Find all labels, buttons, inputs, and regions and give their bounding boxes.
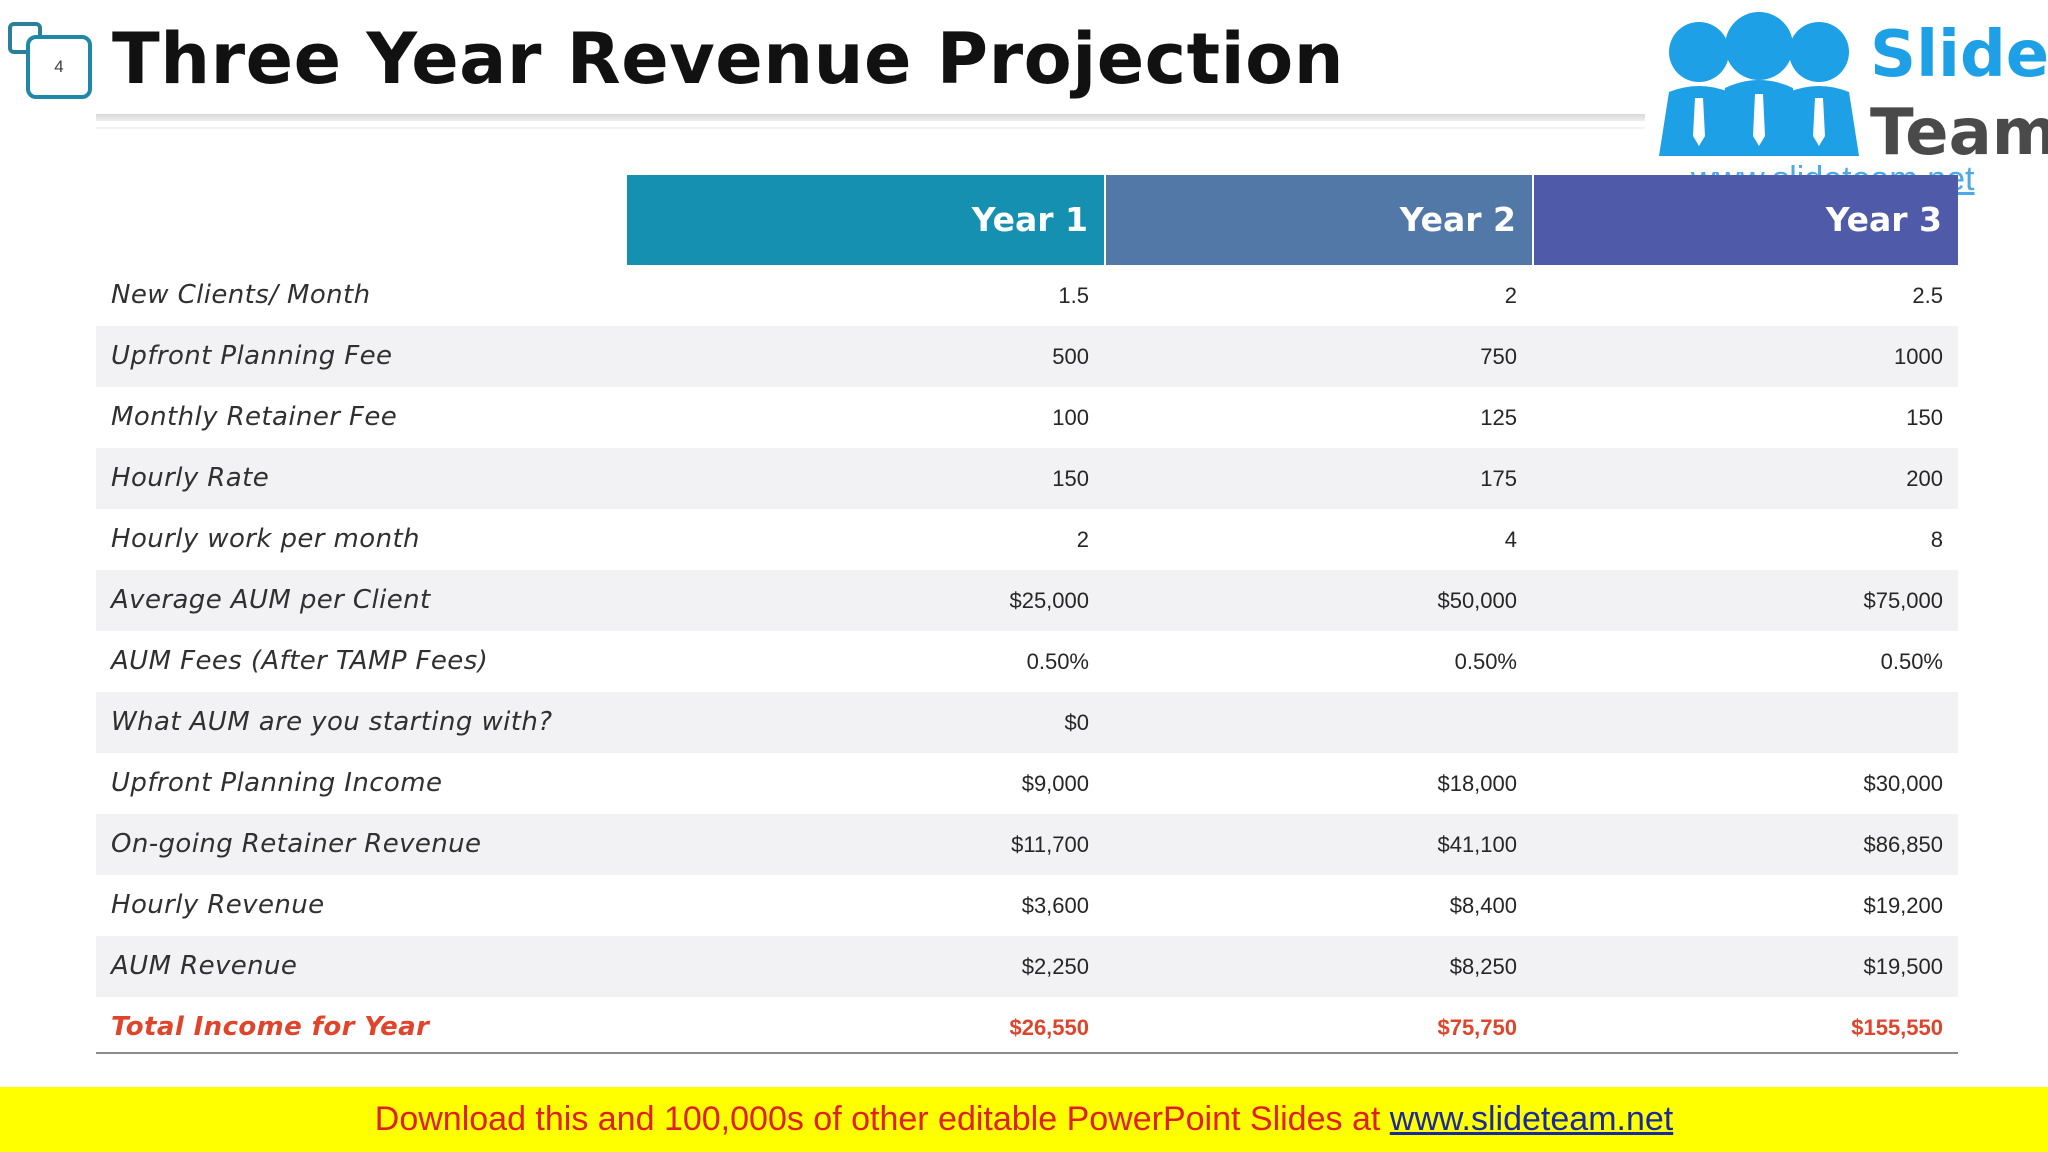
cell-year-3: 0.50%	[1880, 649, 1943, 674]
people-icon	[1659, 12, 1859, 156]
cell-year-2: $8,250	[1449, 954, 1517, 979]
table-row: What AUM are you starting with? $0	[96, 692, 1958, 753]
cell-year-1: $0	[1064, 710, 1089, 735]
total-row: Total Income for Year $26,550 $75,750 $1…	[96, 997, 1958, 1058]
cell-year-2: 4	[1504, 527, 1517, 552]
row-label: On-going Retainer Revenue	[111, 829, 482, 859]
header-year-2: Year 2	[1106, 175, 1532, 265]
download-banner: Download this and 100,000s of other edit…	[0, 1087, 2048, 1152]
cell-year-2: $41,100	[1437, 832, 1517, 857]
header-year-3: Year 3	[1534, 175, 1958, 265]
slide-number-frame	[26, 35, 92, 99]
row-label: What AUM are you starting with?	[111, 707, 553, 737]
banner-link[interactable]: www.slideteam.net	[1389, 1100, 1674, 1138]
header-year-1: Year 1	[627, 175, 1104, 265]
logo-word-team: Team	[1870, 96, 2048, 170]
row-label: Upfront Planning Income	[111, 768, 443, 798]
table-row: Monthly Retainer Fee 100 125 150	[96, 387, 1958, 448]
revenue-table: Year 1 Year 2 Year 3 New Clients/ Month …	[96, 175, 1958, 1058]
cell-year-2: 175	[1480, 466, 1517, 491]
cell-year-2: 2	[1504, 283, 1517, 308]
table-row: Hourly work per month 2 4 8	[96, 509, 1958, 570]
cell-year-2: $8,400	[1449, 893, 1517, 918]
total-year-1: $26,550	[1009, 1015, 1089, 1040]
title-divider-thin	[96, 127, 1646, 129]
row-label: AUM Revenue	[111, 951, 298, 981]
table-row: Hourly Revenue $3,600 $8,400 $19,200	[96, 875, 1958, 936]
cell-year-1: $9,000	[1021, 771, 1089, 796]
table-row: AUM Fees (After TAMP Fees) 0.50% 0.50% 0…	[96, 631, 1958, 692]
table-row: New Clients/ Month 1.5 2 2.5	[96, 265, 1958, 326]
table-row: Hourly Rate 150 175 200	[96, 448, 1958, 509]
cell-year-1: 100	[1052, 405, 1089, 430]
page-title: Three Year Revenue Projection	[112, 18, 1345, 100]
cell-year-2: 0.50%	[1454, 649, 1517, 674]
cell-year-3: $86,850	[1863, 832, 1943, 857]
row-label: Hourly Revenue	[111, 890, 325, 920]
cell-year-3: $30,000	[1863, 771, 1943, 796]
cell-year-3: 200	[1906, 466, 1943, 491]
title-divider	[96, 114, 1646, 121]
cell-year-1: $25,000	[1009, 588, 1089, 613]
cell-year-2: 750	[1480, 344, 1517, 369]
table-row: On-going Retainer Revenue $11,700 $41,10…	[96, 814, 1958, 875]
slide-number: 4	[54, 57, 64, 76]
row-label: Average AUM per Client	[111, 585, 431, 615]
table-row: Upfront Planning Fee 500 750 1000	[96, 326, 1958, 387]
total-year-3: $155,550	[1851, 1015, 1943, 1040]
cell-year-1: $11,700	[1011, 832, 1089, 857]
cell-year-1: 2	[1076, 527, 1089, 552]
cell-year-3: 2.5	[1912, 283, 1943, 308]
slideteam-logo[interactable]: Slide Team www.slideteam.net	[1645, 0, 2048, 198]
row-label: AUM Fees (After TAMP Fees)	[111, 646, 489, 676]
table-header-row: Year 1 Year 2 Year 3	[96, 175, 1958, 265]
cell-year-3: $19,500	[1863, 954, 1943, 979]
banner-text-line: Download this and 100,000s of other edit…	[0, 1087, 2048, 1152]
cell-year-3: 150	[1906, 405, 1943, 430]
cell-year-2: $18,000	[1437, 771, 1517, 796]
total-label: Total Income for Year	[111, 1012, 430, 1042]
table-row: Upfront Planning Income $9,000 $18,000 $…	[96, 753, 1958, 814]
table-bottom-rule	[96, 1052, 1958, 1054]
row-label: New Clients/ Month	[111, 280, 371, 310]
banner-text: Download this and 100,000s of other edit…	[374, 1100, 1390, 1138]
cell-year-1: 500	[1052, 344, 1089, 369]
cell-year-3: $75,000	[1863, 588, 1943, 613]
logo-word-slide: Slide	[1870, 18, 2048, 92]
cell-year-1: $2,250	[1021, 954, 1089, 979]
row-label: Hourly work per month	[111, 524, 420, 554]
row-label: Upfront Planning Fee	[111, 341, 393, 371]
cell-year-3	[1534, 692, 1943, 753]
table-row: Average AUM per Client $25,000 $50,000 $…	[96, 570, 1958, 631]
cell-year-2	[1106, 692, 1517, 753]
total-year-2: $75,750	[1437, 1015, 1517, 1040]
cell-year-3: 1000	[1894, 344, 1943, 369]
row-label: Hourly Rate	[111, 463, 270, 493]
cell-year-2: $50,000	[1437, 588, 1517, 613]
row-label: Monthly Retainer Fee	[111, 402, 398, 432]
cell-year-1: 1.5	[1058, 283, 1089, 308]
cell-year-1: 150	[1052, 466, 1089, 491]
table-row: AUM Revenue $2,250 $8,250 $19,500	[96, 936, 1958, 997]
cell-year-3: 8	[1930, 527, 1943, 552]
cell-year-3: $19,200	[1863, 893, 1943, 918]
cell-year-1: $3,600	[1021, 893, 1089, 918]
cell-year-1: 0.50%	[1026, 649, 1089, 674]
cell-year-2: 125	[1480, 405, 1517, 430]
